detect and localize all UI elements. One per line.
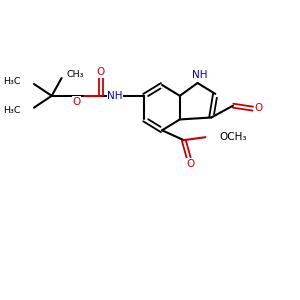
Text: H₃C: H₃C: [3, 106, 20, 115]
Text: NH: NH: [107, 91, 122, 101]
Text: O: O: [187, 159, 195, 169]
Text: OCH₃: OCH₃: [219, 132, 247, 142]
Text: O: O: [254, 103, 263, 112]
Text: NH: NH: [192, 70, 207, 80]
Text: H₃C: H₃C: [3, 76, 20, 85]
Text: CH₃: CH₃: [67, 70, 84, 79]
Text: O: O: [72, 97, 80, 107]
Text: O: O: [97, 67, 105, 77]
